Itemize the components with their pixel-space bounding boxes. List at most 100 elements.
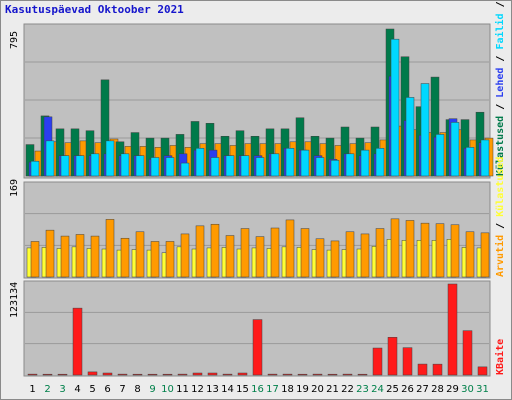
files-bar [300,149,310,177]
kbytes-bar [222,373,233,376]
files-bar [360,149,370,177]
files-bar [105,140,115,177]
files-bar [180,162,190,177]
day-label: 9 [149,384,155,395]
day-label: 15 [236,384,249,395]
files-bar [435,134,445,177]
hosts-bar [45,229,55,278]
kbytes-bar [432,363,443,376]
day-label: 3 [59,384,65,395]
files-bar [165,157,175,177]
hosts-bar [240,228,250,278]
kbytes-bar [147,373,158,376]
hosts-bar [330,240,340,278]
files-bar [465,147,475,177]
hosts-bar [210,223,220,278]
files-bar [375,148,385,177]
files-bar [135,155,145,177]
kbytes-bar [327,373,338,376]
hosts-bar [315,238,325,278]
hosts-bar [60,235,70,278]
day-label: 10 [161,384,174,395]
kbytes-bar [237,372,248,376]
hosts-bar [255,236,265,278]
day-label: 6 [104,384,110,395]
x-axis-labels: 1 2 3 4 5 6 7 8 9 10 11 12 13 14 15 16 17 18 19 20 21 22 23 24 2… [29,384,489,395]
files-bar [90,153,100,177]
day-label: 20 [311,384,324,395]
hosts-bar [450,224,460,278]
bottom-ymax-label: 123134 [9,282,20,318]
hosts-bar [180,233,190,278]
hosts-bar [30,241,40,278]
files-bar [285,148,295,177]
legend-separator: / [495,98,506,116]
middle-ymax-label: 169 [9,179,20,197]
legend-item: Lehed [495,68,506,98]
files-bar [195,148,205,177]
hosts-bar [165,241,175,278]
day-label: 1 [29,384,35,395]
hosts-bar [435,223,445,278]
day-label: 29 [446,384,459,395]
files-bar [390,38,400,177]
files-bar [60,155,70,177]
files-bar [30,160,40,177]
files-bar [270,153,280,177]
day-label: 30 [461,384,474,395]
kbytes-bar [372,347,383,376]
files-bar [405,97,415,177]
hosts-bar [285,219,295,278]
kbytes-bar [417,363,428,376]
kbytes-bar [267,373,278,376]
day-label: 21 [326,384,339,395]
day-label: 28 [431,384,444,395]
legend-separator: / [495,217,506,235]
kbytes-bar [102,372,113,376]
day-label: 14 [221,384,234,395]
day-label: 16 [251,384,264,395]
hosts-bar [120,237,130,278]
files-bar [45,140,55,177]
kbytes-bar [192,372,203,376]
day-label: 31 [476,384,489,395]
kbytes-bar [387,337,398,376]
files-bar [480,139,490,177]
files-bar [120,153,130,177]
top-ymax-label: 795 [9,31,20,49]
kbytes-bar [42,373,53,376]
hosts-bar [480,232,490,278]
day-label: 11 [176,384,189,395]
files-bar [420,83,430,177]
bottom-legend: KBaite [494,339,506,375]
hosts-bar [360,233,370,278]
day-label: 2 [44,384,50,395]
files-bar [75,155,85,177]
day-label: 23 [356,384,369,395]
legend-separator: / [495,0,506,13]
kbytes-bar [462,330,473,376]
kbytes-bar [252,319,263,376]
day-label: 4 [74,384,80,395]
files-bar [450,122,460,177]
hosts-bar [90,235,100,278]
day-label: 27 [416,384,429,395]
day-label: 7 [119,384,125,395]
hosts-bar [375,228,385,278]
day-label: 8 [134,384,140,395]
kbytes-bar [312,373,323,376]
legend-item: Külastused [495,116,506,176]
hosts-bar [465,231,475,278]
kbytes-bar [57,373,68,376]
kbytes-bar [207,372,218,376]
hosts-bar [420,222,430,278]
day-label: 26 [401,384,414,395]
files-bar [345,153,355,177]
kbytes-bar [357,373,368,376]
kbytes-bar [297,373,308,376]
day-label: 25 [386,384,399,395]
bars [25,28,494,376]
hosts-bar [300,228,310,278]
hosts-bar [75,234,85,278]
